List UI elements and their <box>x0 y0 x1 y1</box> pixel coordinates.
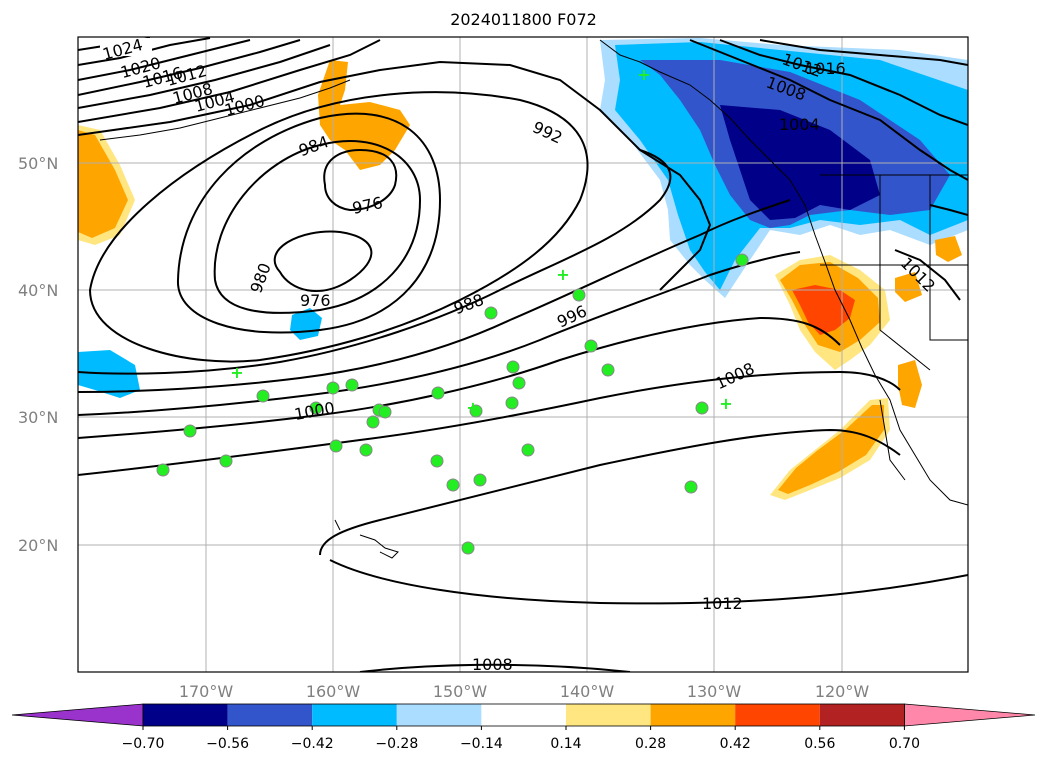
station-marker <box>329 439 343 453</box>
positive-anomaly-west-edge-orange <box>78 130 128 238</box>
station-marker <box>684 480 698 494</box>
station-marker <box>156 463 170 477</box>
gridlines <box>78 37 968 672</box>
latitude-labels: 50°N 40°N 30°N 20°N <box>18 154 58 555</box>
lon-label: 170°W <box>179 682 234 701</box>
station-cross: + <box>556 265 569 284</box>
lon-label: 150°W <box>433 682 488 701</box>
colorbar-tick-label: −0.42 <box>291 736 334 752</box>
station-marker <box>326 381 340 395</box>
map-frame <box>77 36 969 673</box>
colorbar-swatch <box>735 704 820 726</box>
pressure-contours <box>78 37 968 672</box>
lon-label: 160°W <box>306 682 361 701</box>
contour-label: 976 <box>351 193 385 218</box>
station-marker <box>473 473 487 487</box>
station-marker <box>359 443 373 457</box>
positive-anomaly-baja-orange <box>778 405 884 494</box>
station-marker <box>345 378 359 392</box>
station-marker <box>446 478 460 492</box>
colorbar-tick-label: 0.28 <box>635 736 666 752</box>
lon-label: 140°W <box>560 682 615 701</box>
station-marker <box>461 541 475 555</box>
station-marker <box>219 454 233 468</box>
colorbar-swatch <box>819 704 905 726</box>
shaded-anomaly-layer <box>78 38 968 500</box>
coastlines <box>99 39 968 559</box>
station-marker <box>584 339 598 353</box>
lat-label: 50°N <box>18 154 58 173</box>
positive-anomaly-east-small3 <box>895 272 922 302</box>
colorbar-tick-label: −0.14 <box>460 736 503 752</box>
colorbar-swatch <box>143 704 228 726</box>
positive-anomaly-aleutian <box>318 60 410 170</box>
station-cross: + <box>230 363 243 382</box>
lon-label: 120°W <box>815 682 870 701</box>
colorbar-swatch <box>396 704 482 726</box>
contour-label: 992 <box>530 117 566 147</box>
colorbar: −0.70 −0.56 −0.42 −0.28 −0.14 0.14 0.28 0.42 0.5… <box>11 703 1036 752</box>
colorbar-tick-label: −0.28 <box>375 736 418 752</box>
longitude-labels: 170°W 160°W 150°W 140°W 130°W 120°W <box>179 682 870 701</box>
colorbar-tick-label: −0.70 <box>122 736 165 752</box>
station-marker <box>572 288 586 302</box>
station-marker <box>256 389 270 403</box>
colorbar-outline <box>142 703 905 727</box>
station-cross: + <box>719 394 732 413</box>
station-cross: + <box>637 65 650 84</box>
lat-label: 40°N <box>18 281 58 300</box>
lat-label: 20°N <box>18 536 58 555</box>
contour-label: 1008 <box>712 359 757 393</box>
colorbar-tick-label: −0.56 <box>206 736 249 752</box>
colorbar-swatch <box>650 704 736 726</box>
station-marker <box>309 401 323 415</box>
station-marker <box>484 306 498 320</box>
lon-label: 130°W <box>687 682 742 701</box>
station-marker <box>601 363 615 377</box>
colorbar-tick-label: 0.14 <box>550 736 581 752</box>
station-marker <box>378 405 392 419</box>
contour-label: 1012 <box>702 594 743 613</box>
contour-label: 976 <box>300 291 331 310</box>
station-marker <box>735 253 749 267</box>
contour-label: 1008 <box>472 655 513 674</box>
station-marker <box>521 443 535 457</box>
contour-label: 1016 <box>805 59 846 78</box>
colorbar-swatch <box>312 704 397 726</box>
positive-anomaly-east-small <box>898 360 922 408</box>
contour-label: 984 <box>296 132 331 160</box>
station-marker <box>505 396 519 410</box>
colorbar-tick-label: 0.70 <box>889 736 920 752</box>
station-marker <box>512 376 526 390</box>
station-marker <box>366 415 380 429</box>
station-marker <box>431 386 445 400</box>
station-marker <box>183 424 197 438</box>
station-marker <box>430 454 444 468</box>
map-title: 2024011800 F072 <box>450 10 597 29</box>
colorbar-extend-low <box>11 703 144 727</box>
station-marker <box>695 401 709 415</box>
station-layer: + + + + + <box>156 65 749 555</box>
station-marker <box>469 404 483 418</box>
colorbar-tick-label: 0.56 <box>804 736 835 752</box>
colorbar-tick-label: 0.42 <box>720 736 751 752</box>
colorbar-swatch <box>566 704 651 726</box>
lat-label: 30°N <box>18 408 58 427</box>
contour-labels: 1024 1020 1016 1012 1008 1004 1000 984 9… <box>100 35 939 674</box>
positive-anomaly-east-small2 <box>935 236 962 262</box>
contour-label: 1000 <box>293 398 336 424</box>
contour-label: 988 <box>451 290 486 318</box>
station-marker <box>506 360 520 374</box>
contour-label: 1004 <box>779 115 820 134</box>
colorbar-swatch <box>227 704 313 726</box>
colorbar-extend-high <box>904 703 1036 727</box>
station-cross: + <box>466 398 479 417</box>
colorbar-swatch <box>481 704 566 726</box>
